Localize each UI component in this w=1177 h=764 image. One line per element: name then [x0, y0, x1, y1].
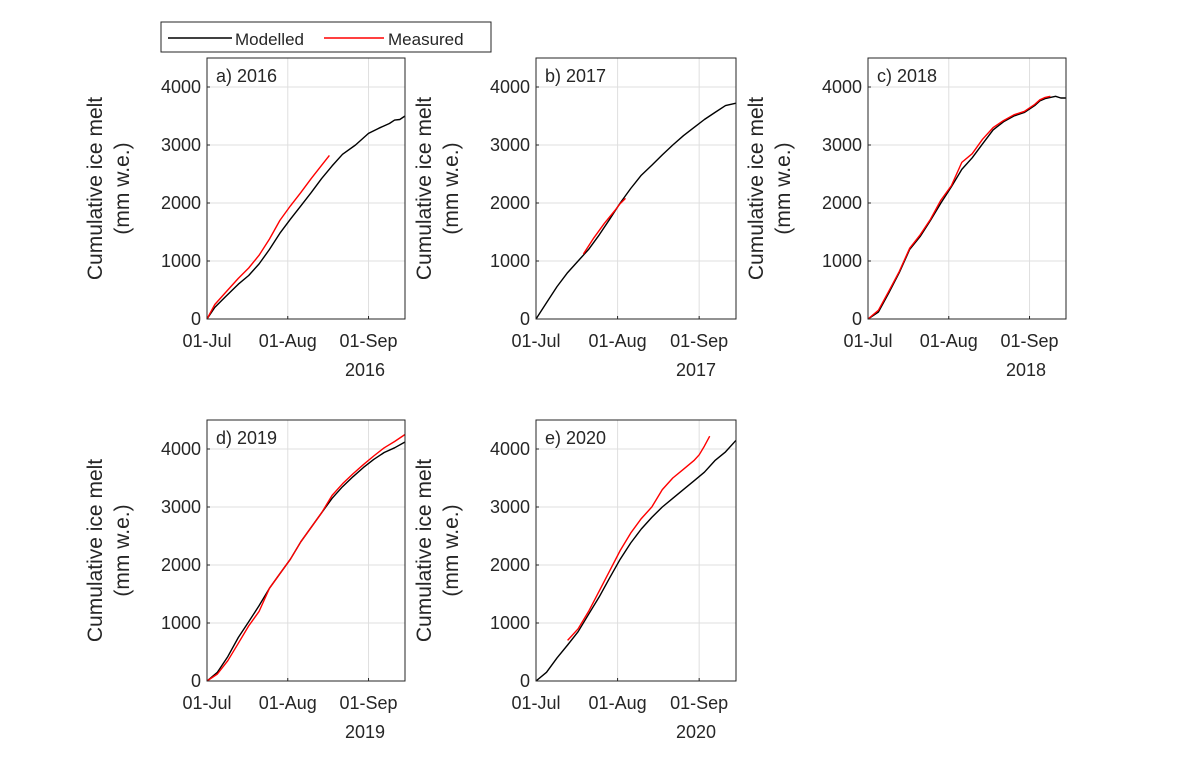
panel-title: c) 2018: [877, 66, 937, 86]
plot-area: [868, 58, 1066, 319]
axes-box: [535, 57, 737, 320]
series-line-modelled: [535, 439, 737, 682]
chart-panel-4: 0 1000 2000 3000 4000 01-Jul 01-Aug 01-Sep 2019 d…: [84, 419, 406, 742]
x-tick-label: 01-Jul: [843, 331, 892, 351]
y-tick-label: 2000: [490, 555, 530, 575]
x-tick-label: 01-Sep: [1001, 331, 1059, 351]
x-axis-year-label: 2019: [345, 722, 385, 742]
y-tick-label: 4000: [490, 77, 530, 97]
axes-box: [206, 419, 406, 682]
y-tick-label: 3000: [490, 497, 530, 517]
chart-panel-5: 0 1000 2000 3000 4000 01-Jul 01-Aug 01-Sep 2020 e…: [413, 419, 737, 742]
legend-label-measured: Measured: [388, 30, 464, 49]
y-tick-label: 0: [520, 309, 530, 329]
x-tick-label: 01-Jul: [511, 693, 560, 713]
chart-panel-1: 0 1000 2000 3000 4000 01-Jul 01-Aug 01-Sep 2016 a…: [84, 57, 406, 380]
legend: Modelled Measured: [160, 21, 492, 53]
legend-label-modelled: Modelled: [235, 30, 304, 49]
x-tick-label: 01-Aug: [259, 331, 317, 351]
y-tick-label: 2000: [490, 193, 530, 213]
y-axis-label: Cumulative ice melt: [84, 97, 107, 280]
x-tick-label: 01-Aug: [920, 331, 978, 351]
x-tick-label: 01-Sep: [670, 693, 728, 713]
y-tick-label: 1000: [490, 251, 530, 271]
y-tick-label: 2000: [161, 193, 201, 213]
panel-title: a) 2016: [216, 66, 277, 86]
plot-area: [207, 420, 405, 681]
y-tick-label: 3000: [161, 135, 201, 155]
x-axis-year-label: 2016: [345, 360, 385, 380]
y-tick-label: 0: [852, 309, 862, 329]
y-tick-label: 2000: [822, 193, 862, 213]
panel-title: b) 2017: [545, 66, 606, 86]
y-tick-label: 3000: [490, 135, 530, 155]
y-tick-label: 0: [191, 309, 201, 329]
y-tick-label: 1000: [490, 613, 530, 633]
x-tick-label: 01-Aug: [589, 693, 647, 713]
y-axis-label: Cumulative ice melt: [745, 97, 768, 280]
x-tick-label: 01-Sep: [340, 331, 398, 351]
x-axis-year-label: 2018: [1006, 360, 1046, 380]
axes-box: [867, 57, 1067, 320]
y-tick-label: 1000: [161, 251, 201, 271]
y-axis-label: Cumulative ice melt: [413, 97, 436, 280]
y-axis-label-unit: (mm w.e.): [440, 142, 463, 234]
plot-area: [536, 58, 736, 319]
x-tick-label: 01-Aug: [589, 331, 647, 351]
y-axis-label-unit: (mm w.e.): [440, 504, 463, 596]
y-axis-label: Cumulative ice melt: [413, 459, 436, 642]
y-axis-label-unit: (mm w.e.): [111, 504, 134, 596]
y-tick-label: 3000: [822, 135, 862, 155]
y-tick-label: 4000: [161, 77, 201, 97]
x-tick-label: 01-Sep: [340, 693, 398, 713]
y-tick-label: 4000: [822, 77, 862, 97]
y-tick-label: 1000: [822, 251, 862, 271]
axes-box: [206, 57, 406, 320]
x-tick-label: 01-Jul: [182, 693, 231, 713]
y-tick-label: 4000: [161, 439, 201, 459]
plot-area: [207, 58, 405, 319]
panel-title: d) 2019: [216, 428, 277, 448]
y-tick-label: 3000: [161, 497, 201, 517]
x-tick-label: 01-Jul: [511, 331, 560, 351]
x-tick-label: 01-Sep: [670, 331, 728, 351]
series-line-measured: [867, 95, 1051, 320]
plot-area: [536, 420, 736, 681]
series-line-measured: [206, 433, 406, 682]
y-axis-label: Cumulative ice melt: [84, 459, 107, 642]
y-tick-label: 0: [191, 671, 201, 691]
series-line-modelled: [206, 115, 406, 320]
x-tick-label: 01-Jul: [182, 331, 231, 351]
chart-panel-2: 0 1000 2000 3000 4000 01-Jul 01-Aug 01-Sep 2017 b…: [413, 57, 737, 380]
y-tick-label: 2000: [161, 555, 201, 575]
axes-box: [535, 419, 737, 682]
panel-title: e) 2020: [545, 428, 606, 448]
x-tick-label: 01-Aug: [259, 693, 317, 713]
series-line-modelled: [535, 102, 737, 320]
y-tick-label: 1000: [161, 613, 201, 633]
y-tick-label: 0: [520, 671, 530, 691]
y-axis-label-unit: (mm w.e.): [111, 142, 134, 234]
y-axis-label-unit: (mm w.e.): [772, 142, 795, 234]
x-axis-year-label: 2020: [676, 722, 716, 742]
series-line-measured: [567, 435, 711, 641]
series-line-measured: [206, 154, 330, 320]
chart-panel-3: 0 1000 2000 3000 4000 01-Jul 01-Aug 01-Sep 2018 c…: [745, 57, 1067, 380]
series-line-measured: [582, 197, 626, 255]
x-axis-year-label: 2017: [676, 360, 716, 380]
y-tick-label: 4000: [490, 439, 530, 459]
